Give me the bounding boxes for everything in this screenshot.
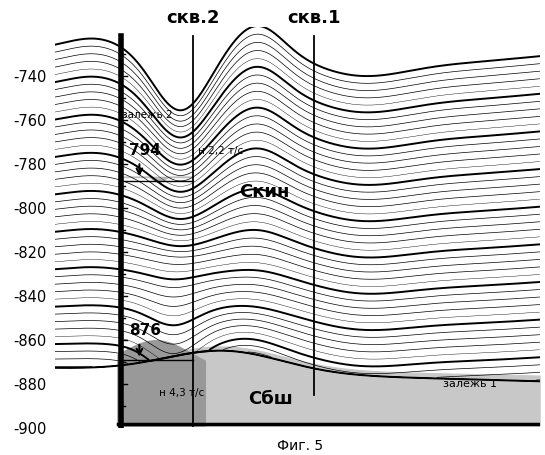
Text: н 2,2 т/с: н 2,2 т/с <box>198 146 243 156</box>
Text: залежь 1: залежь 1 <box>443 379 496 389</box>
Text: залежь 2: залежь 2 <box>123 110 173 120</box>
Text: скв.2: скв.2 <box>166 9 220 27</box>
Text: Фиг. 5: Фиг. 5 <box>277 439 323 453</box>
Text: скв.1: скв.1 <box>287 9 341 27</box>
Text: н 4,3 т/с: н 4,3 т/с <box>159 388 204 398</box>
Text: Скин: Скин <box>239 183 289 201</box>
Text: Сбш: Сбш <box>249 390 293 408</box>
Text: 794: 794 <box>129 143 161 158</box>
Text: 876: 876 <box>129 324 161 339</box>
